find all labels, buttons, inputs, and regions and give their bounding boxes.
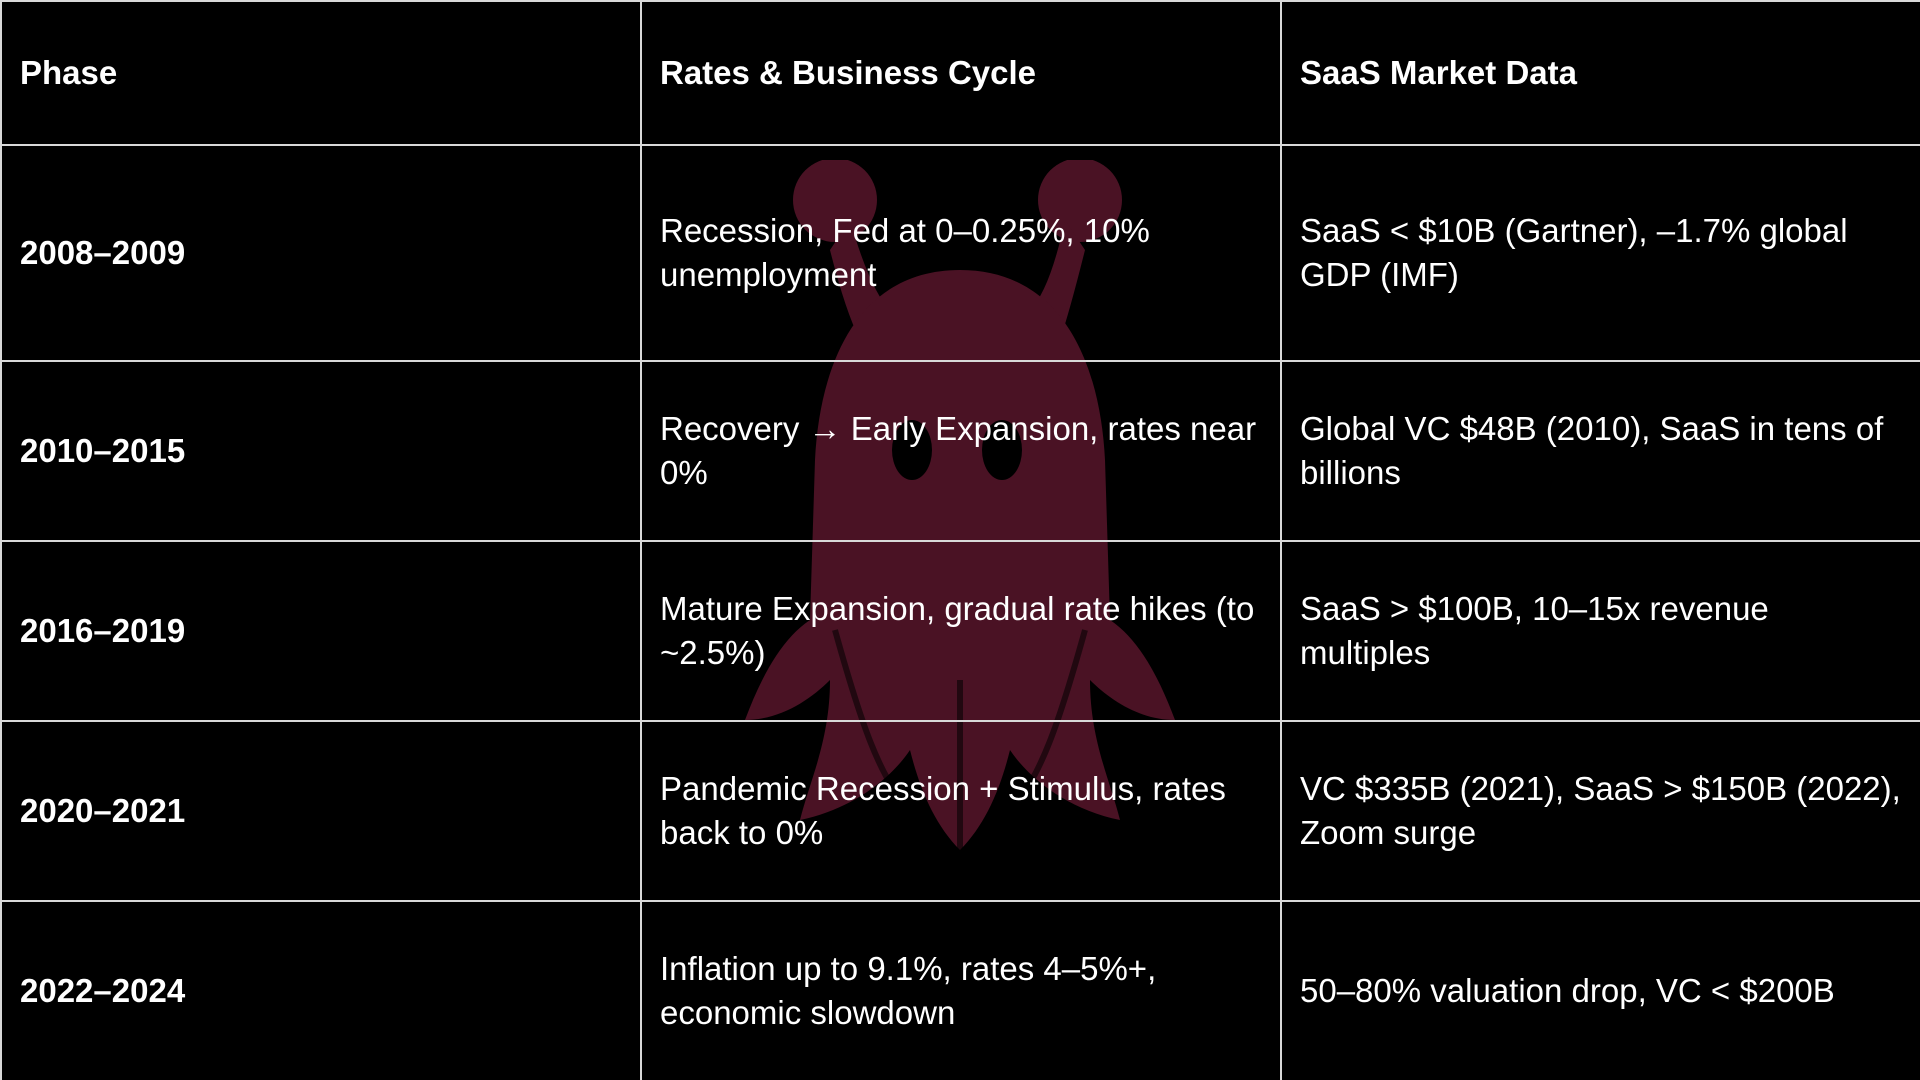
rates-cell: Recession, Fed at 0–0.25%, 10% unemploym… xyxy=(640,144,1282,362)
header-rates-business-cycle: Rates & Business Cycle xyxy=(640,0,1282,146)
saas-cell: 50–80% valuation drop, VC < $200B xyxy=(1280,900,1920,1080)
rates-cell: Mature Expansion, gradual rate hikes (to… xyxy=(640,540,1282,722)
table-row: 2008–2009 Recession, Fed at 0–0.25%, 10%… xyxy=(0,144,1920,362)
saas-cell: SaaS > $100B, 10–15x revenue multiples xyxy=(1280,540,1920,722)
phase-cell: 2016–2019 xyxy=(0,540,642,722)
saas-cell: Global VC $48B (2010), SaaS in tens of b… xyxy=(1280,360,1920,542)
phase-cell: 2020–2021 xyxy=(0,720,642,902)
saas-cell: VC $335B (2021), SaaS > $150B (2022), Zo… xyxy=(1280,720,1920,902)
table-row: 2022–2024 Inflation up to 9.1%, rates 4–… xyxy=(0,900,1920,1080)
phase-cell: 2010–2015 xyxy=(0,360,642,542)
rates-cell: Pandemic Recession + Stimulus, rates bac… xyxy=(640,720,1282,902)
phase-cell: 2008–2009 xyxy=(0,144,642,362)
rates-cell: Inflation up to 9.1%, rates 4–5%+, econo… xyxy=(640,900,1282,1080)
rates-cell: Recovery → Early Expansion, rates near 0… xyxy=(640,360,1282,542)
saas-cell: SaaS < $10B (Gartner), –1.7% global GDP … xyxy=(1280,144,1920,362)
table-row: 2010–2015 Recovery → Early Expansion, ra… xyxy=(0,360,1920,542)
table-header-row: Phase Rates & Business Cycle SaaS Market… xyxy=(0,0,1920,146)
header-saas-market-data: SaaS Market Data xyxy=(1280,0,1920,146)
header-phase: Phase xyxy=(0,0,642,146)
table-row: 2016–2019 Mature Expansion, gradual rate… xyxy=(0,540,1920,722)
table-row: 2020–2021 Pandemic Recession + Stimulus,… xyxy=(0,720,1920,902)
phase-cell: 2022–2024 xyxy=(0,900,642,1080)
